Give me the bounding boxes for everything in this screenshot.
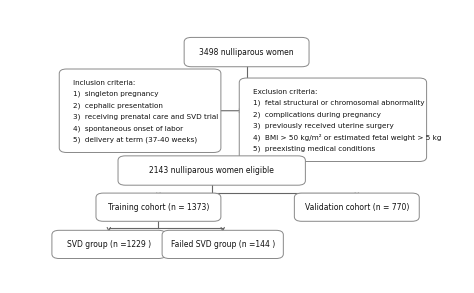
Text: Inclusion criteria:: Inclusion criteria: bbox=[73, 80, 136, 86]
Text: 2143 nulliparous women eligible: 2143 nulliparous women eligible bbox=[149, 166, 274, 175]
Text: 5)  delivery at term (37-40 weeks): 5) delivery at term (37-40 weeks) bbox=[73, 137, 197, 143]
FancyBboxPatch shape bbox=[118, 156, 305, 185]
Text: 4)  spontaneous onset of labor: 4) spontaneous onset of labor bbox=[73, 125, 183, 132]
FancyBboxPatch shape bbox=[162, 230, 283, 258]
FancyBboxPatch shape bbox=[52, 230, 166, 258]
Text: 3)  receiving prenatal care and SVD trial: 3) receiving prenatal care and SVD trial bbox=[73, 114, 219, 120]
FancyBboxPatch shape bbox=[239, 78, 427, 161]
Text: 3498 nulliparous women: 3498 nulliparous women bbox=[199, 47, 294, 57]
FancyBboxPatch shape bbox=[59, 69, 221, 152]
Text: 3)  previously received uterine surgery: 3) previously received uterine surgery bbox=[253, 123, 394, 129]
Text: Validation cohort (n = 770): Validation cohort (n = 770) bbox=[305, 203, 409, 212]
Text: 1)  fetal structural or chromosomal abnormality: 1) fetal structural or chromosomal abnor… bbox=[253, 100, 425, 106]
Text: 4)  BMI > 50 kg/m² or estimated fetal weight > 5 kg: 4) BMI > 50 kg/m² or estimated fetal wei… bbox=[253, 134, 442, 141]
Text: 5)  preexisting medical conditions: 5) preexisting medical conditions bbox=[253, 146, 375, 152]
Text: Exclusion criteria:: Exclusion criteria: bbox=[253, 89, 318, 95]
FancyBboxPatch shape bbox=[184, 38, 309, 67]
Text: 1)  singleton pregnancy: 1) singleton pregnancy bbox=[73, 91, 159, 97]
Text: 2)  complications during pregnancy: 2) complications during pregnancy bbox=[253, 111, 381, 118]
FancyBboxPatch shape bbox=[294, 193, 419, 221]
Text: Training cohort (n = 1373): Training cohort (n = 1373) bbox=[108, 203, 209, 212]
FancyBboxPatch shape bbox=[96, 193, 221, 221]
Text: Failed SVD group (n =144 ): Failed SVD group (n =144 ) bbox=[171, 240, 275, 249]
Text: 2)  cephalic presentation: 2) cephalic presentation bbox=[73, 102, 163, 109]
Text: SVD group (n =1229 ): SVD group (n =1229 ) bbox=[67, 240, 151, 249]
